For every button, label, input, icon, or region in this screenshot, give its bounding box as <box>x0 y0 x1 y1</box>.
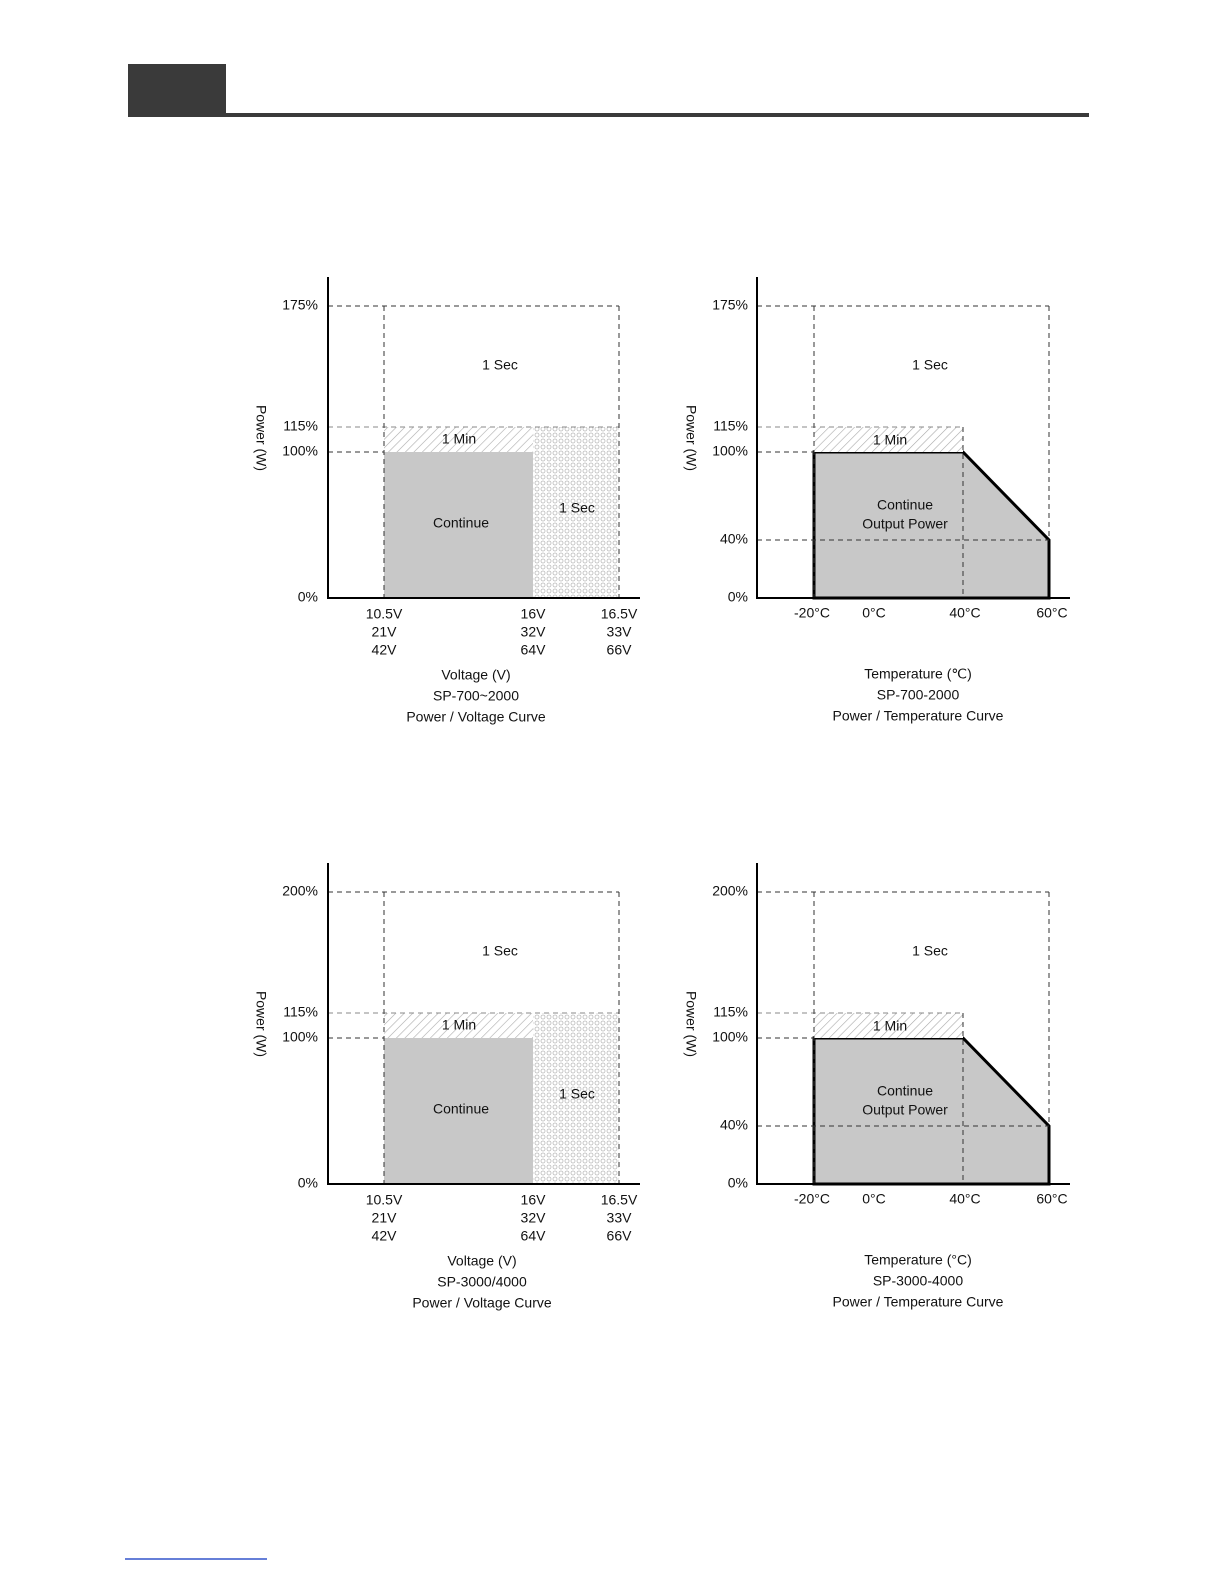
x-label: 0°C <box>862 1191 886 1207</box>
y-axis-label: Power (W) <box>683 991 699 1057</box>
region-label: 1 Sec <box>559 1086 595 1102</box>
region-label: 1 Min <box>873 432 907 448</box>
y-label: 115% <box>713 418 748 434</box>
one-min-region <box>384 427 533 452</box>
y-label: 100% <box>712 1029 748 1045</box>
y-label: 175% <box>282 297 318 313</box>
x-label: 33V <box>607 624 633 640</box>
y-label: 100% <box>712 443 748 459</box>
x-label: 10.5V <box>366 1192 403 1208</box>
x-label: 0°C <box>862 605 886 621</box>
y-label: 115% <box>283 1004 318 1020</box>
header-rule <box>128 113 1089 117</box>
region-label: Continue <box>877 1083 933 1099</box>
region-label: Output Power <box>862 516 948 532</box>
x-label: 64V <box>521 642 547 658</box>
x-label: 32V <box>521 1210 547 1226</box>
header-block <box>128 64 226 116</box>
y-label: 0% <box>298 1175 318 1191</box>
caption: Power / Voltage Curve <box>406 709 546 725</box>
caption: Voltage (V) <box>447 1253 516 1269</box>
x-label: 21V <box>372 1210 398 1226</box>
x-label: 64V <box>521 1228 547 1244</box>
x-label: 40°C <box>949 1191 980 1207</box>
y-axis-label: Power (W) <box>253 405 269 471</box>
x-label: 16.5V <box>601 606 638 622</box>
one-sec-region <box>533 427 619 598</box>
one-min-region <box>814 1013 963 1038</box>
x-label: 66V <box>607 1228 633 1244</box>
y-axis-label: Power (W) <box>253 991 269 1057</box>
caption: Voltage (V) <box>441 667 510 683</box>
x-label: 66V <box>607 642 633 658</box>
region-label: 1 Sec <box>912 943 948 959</box>
region-label: 1 Min <box>442 431 476 447</box>
region-label: Output Power <box>862 1102 948 1118</box>
y-label: 0% <box>728 1175 748 1191</box>
region-label: 1 Min <box>873 1018 907 1034</box>
y-label: 200% <box>282 883 318 899</box>
x-label: 16V <box>521 1192 547 1208</box>
x-label: 60°C <box>1036 605 1067 621</box>
y-label: 115% <box>713 1004 748 1020</box>
x-label: 32V <box>521 624 547 640</box>
x-label: 10.5V <box>366 606 403 622</box>
x-label: 42V <box>372 642 398 658</box>
caption: Power / Temperature Curve <box>833 1294 1004 1310</box>
one-min-region <box>814 427 963 452</box>
y-axis-label: Power (W) <box>683 405 699 471</box>
y-label: 200% <box>712 883 748 899</box>
caption: Power / Temperature Curve <box>833 708 1004 724</box>
caption: Temperature (℃) <box>864 666 972 682</box>
y-label: 115% <box>283 418 318 434</box>
y-label: 40% <box>720 1117 748 1133</box>
caption: SP-3000-4000 <box>873 1273 964 1289</box>
one-min-region <box>384 1013 533 1038</box>
region-label: Continue <box>877 497 933 513</box>
region-label: 1 Min <box>442 1017 476 1033</box>
x-label: 21V <box>372 624 398 640</box>
x-label: 60°C <box>1036 1191 1067 1207</box>
x-label: 33V <box>607 1210 633 1226</box>
region-label: Continue <box>433 515 489 531</box>
y-label: 175% <box>712 297 748 313</box>
region-label: 1 Sec <box>912 357 948 373</box>
region-label: 1 Sec <box>482 943 518 959</box>
x-label: 16.5V <box>601 1192 638 1208</box>
region-label: 1 Sec <box>482 357 518 373</box>
caption: Power / Voltage Curve <box>412 1295 552 1311</box>
x-label: 16V <box>521 606 547 622</box>
continue-region <box>384 1038 533 1184</box>
y-label: 100% <box>282 443 318 459</box>
continue-region <box>384 452 533 598</box>
caption: SP-700~2000 <box>433 688 519 704</box>
y-label: 40% <box>720 531 748 547</box>
one-sec-region <box>533 1013 619 1184</box>
x-label: -20°C <box>794 1191 830 1207</box>
region-label: 1 Sec <box>559 500 595 516</box>
region-label: Continue <box>433 1101 489 1117</box>
y-label: 100% <box>282 1029 318 1045</box>
caption: SP-3000/4000 <box>437 1274 527 1290</box>
caption: SP-700-2000 <box>877 687 960 703</box>
x-label: -20°C <box>794 605 830 621</box>
caption: Temperature (°C) <box>864 1252 972 1268</box>
y-label: 0% <box>728 589 748 605</box>
y-label: 0% <box>298 589 318 605</box>
x-label: 40°C <box>949 605 980 621</box>
x-label: 42V <box>372 1228 398 1244</box>
